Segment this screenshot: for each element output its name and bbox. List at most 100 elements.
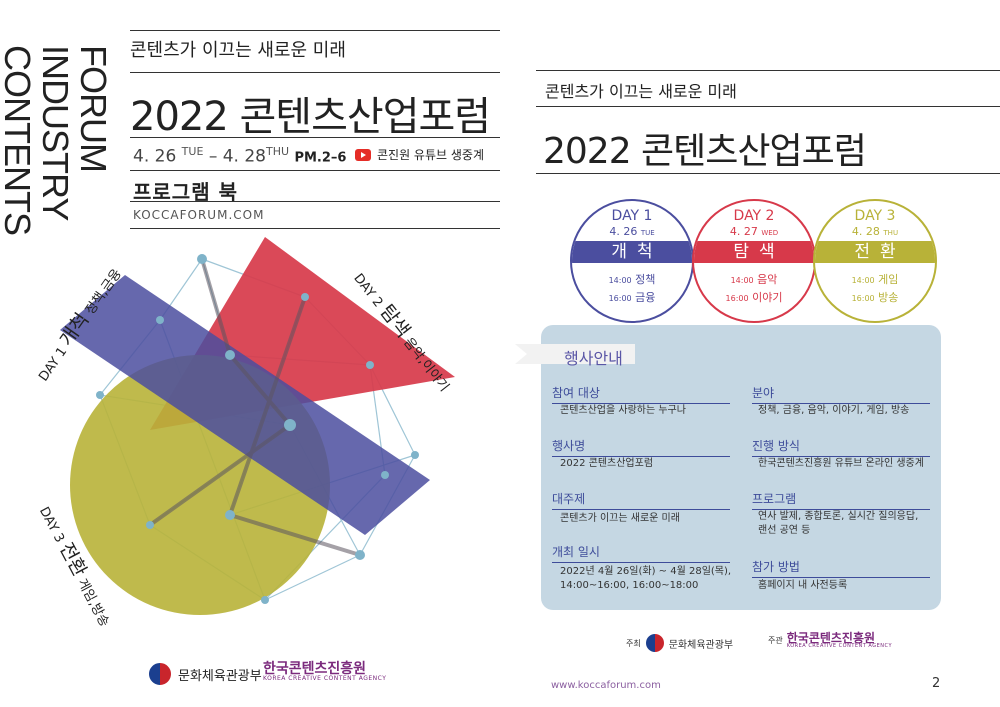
page-number: 2: [932, 676, 941, 691]
divider: [130, 228, 500, 229]
field-name-heading: 행사명: [552, 437, 730, 457]
day1-dow: TUE: [640, 229, 655, 237]
youtube-live[interactable]: 콘진원 유튜브 생중계: [355, 146, 484, 163]
host-name: 문화체육관광부: [668, 639, 734, 651]
day2-date: 4. 27: [729, 225, 758, 238]
field-method-value: 한국콘텐츠진흥원 유튜브 온라인 생중계: [758, 458, 924, 469]
field-date-value-1: 2022년 4월 26일(화) ~ 4월 28일(목),: [560, 566, 732, 577]
field-audience-heading: 참여 대상: [552, 384, 730, 404]
divider: [130, 30, 500, 31]
day1-card-date: 4. 26 TUE: [572, 225, 692, 238]
day2-card: DAY 2 4. 27 WED 탐색 14:00 음악 16:00 이야기: [692, 199, 816, 323]
ministry-logo: 문화체육관광부: [148, 662, 262, 686]
field-method-heading: 진행 방식: [752, 437, 930, 457]
day3-date: 4. 28: [851, 225, 880, 238]
organizer-name: 한국콘텐츠진흥원: [786, 631, 876, 645]
date-start: 4. 26: [133, 146, 177, 167]
kcca-logo: 한국콘텐츠진흥원 KOREA CREATIVE CONTENT AGENCY: [263, 662, 386, 682]
left-url[interactable]: KOCCAFORUM.COM: [133, 208, 265, 222]
field-join-heading: 참가 방법: [752, 558, 930, 578]
event-time: PM.2–6: [294, 150, 347, 166]
right-tagline: 콘텐츠가 이끄는 새로운 미래: [545, 82, 737, 101]
organizer-name-en: KOREA CREATIVE CONTENT AGENCY: [786, 643, 893, 649]
right-url[interactable]: www.koccaforum.com: [551, 680, 661, 691]
field-audience-value: 콘텐츠산업을 사랑하는 누구나: [560, 405, 686, 416]
youtube-icon: [355, 148, 371, 161]
day2-s1: 음악: [757, 273, 778, 286]
divider: [130, 170, 500, 171]
day1-theme: 개척: [572, 241, 692, 263]
event-dates: 4. 26 TUE – 4. 28THU PM.2–6: [133, 145, 346, 167]
day1-band: [60, 275, 430, 535]
info-title: 행사안내: [564, 349, 623, 368]
vertical-title-line-2: INDUSTRY: [35, 45, 76, 221]
kcca-name: 한국콘텐츠진흥원: [263, 661, 367, 677]
network-strands: [148, 258, 361, 557]
day1-s2-time: 16:00: [608, 294, 632, 303]
vertical-title: CONTENTS INDUSTRY FORUM: [0, 45, 115, 235]
organizer-label: 주관: [768, 636, 783, 645]
day1-s1: 정책: [635, 273, 656, 286]
day2-session-2: 16:00 이야기: [694, 289, 814, 305]
day1-card-label: DAY 1: [611, 208, 653, 224]
day3-s1: 게임: [878, 273, 899, 286]
day2-card-date: 4. 27 WED: [694, 225, 814, 238]
field-program-heading: 프로그램: [752, 490, 930, 510]
day2-dow: WED: [761, 229, 779, 237]
kcca-name-en: KOREA CREATIVE CONTENT AGENCY: [263, 675, 387, 682]
day3-card: DAY 3 4. 28 THU 전환 14:00 게임 16:00 방송: [813, 199, 937, 323]
field-date-heading: 개최 일시: [552, 543, 730, 563]
day2-s2-time: 16:00: [725, 294, 749, 303]
day3-s1-time: 14:00: [851, 276, 875, 285]
ministry-name: 문화체육관광부: [178, 668, 262, 684]
host-label: 주최: [626, 638, 641, 648]
host-logo: 주최 문화체육관광부: [626, 633, 733, 653]
date-separator: –: [208, 146, 218, 167]
divider: [536, 106, 1000, 107]
vertical-title-line-3: FORUM: [73, 45, 114, 172]
dow-end: THU: [265, 145, 290, 158]
day3-session-1: 14:00 게임: [815, 271, 935, 287]
field-area-heading: 분야: [752, 384, 930, 404]
day1-s2: 금융: [635, 291, 656, 304]
day1-session-2: 16:00 금융: [572, 289, 692, 305]
left-tagline: 콘텐츠가 이끄는 새로운 미래: [130, 40, 346, 61]
divider: [130, 72, 500, 73]
date-end: 4. 28: [222, 146, 266, 167]
divider: [536, 173, 1000, 174]
field-join-value: 홈페이지 내 사전등록: [758, 580, 848, 591]
day1-card: DAY 1 4. 26 TUE 개척 14:00 정책 16:00 금융: [570, 199, 694, 323]
divider: [536, 70, 1000, 71]
government-emblem-icon: [148, 662, 172, 686]
vertical-title-line-1: CONTENTS: [0, 45, 38, 235]
day1-s1-time: 14:00: [608, 276, 632, 285]
program-book-title: 프로그램 북: [133, 180, 238, 204]
field-date-value-2: 14:00~16:00, 16:00~18:00: [560, 580, 699, 591]
government-emblem-icon: [644, 633, 665, 653]
day2-theme: 탐색: [694, 241, 814, 263]
field-theme-value: 콘텐츠가 이끄는 새로운 미래: [560, 513, 680, 524]
field-name-value: 2022 콘텐츠산업포럼: [560, 458, 654, 469]
day2-s1-time: 14:00: [730, 276, 754, 285]
dow-start: TUE: [181, 145, 204, 158]
day3-card-date: 4. 28 THU: [815, 225, 935, 238]
day2-s2: 이야기: [752, 291, 783, 304]
youtube-text: 콘진원 유튜브 생중계: [377, 148, 484, 162]
right-title: 2022 콘텐츠산업포럼: [543, 131, 867, 172]
day3-session-2: 16:00 방송: [815, 289, 935, 305]
day3-card-label: DAY 3: [854, 208, 896, 224]
field-program-value-2: 랜선 공연 등: [758, 525, 811, 536]
day3-s2: 방송: [878, 291, 899, 304]
divider: [130, 137, 500, 138]
divider: [130, 201, 500, 202]
left-title: 2022 콘텐츠산업포럼: [130, 94, 491, 140]
network-nodes: [96, 254, 419, 604]
field-area-value: 정책, 금융, 음악, 이야기, 게임, 방송: [758, 405, 910, 416]
field-program-value-1: 연사 발제, 종합토론, 실시간 질의응답,: [758, 511, 919, 522]
day1-date: 4. 26: [609, 225, 638, 238]
info-ribbon: [515, 344, 635, 364]
day3-theme: 전환: [815, 241, 935, 263]
day3-s2-time: 16:00: [851, 294, 875, 303]
field-theme-heading: 대주제: [552, 490, 730, 510]
day2-session-1: 14:00 음악: [694, 271, 814, 287]
